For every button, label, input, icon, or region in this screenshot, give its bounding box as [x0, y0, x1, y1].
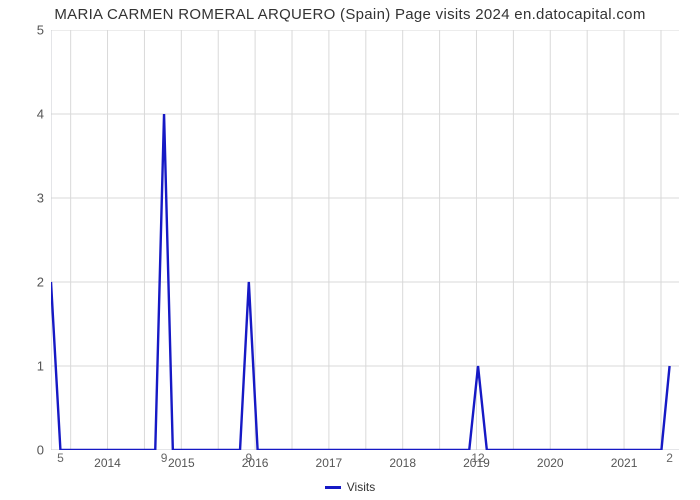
chart-title: MARIA CARMEN ROMERAL ARQUERO (Spain) Pag… — [0, 0, 700, 23]
y-tick-label: 4 — [14, 107, 44, 122]
x-tick-point-label: 12 — [471, 451, 484, 465]
x-tick-point-label: 5 — [57, 451, 64, 465]
x-tick-point-label: 2 — [666, 451, 673, 465]
gridlines — [51, 30, 679, 450]
x-tick-year-label: 2017 — [316, 456, 343, 470]
legend-label: Visits — [347, 480, 375, 494]
y-tick-label: 0 — [14, 443, 44, 458]
legend-swatch — [325, 486, 341, 489]
x-tick-year-label: 2020 — [537, 456, 564, 470]
chart-container: { "chart": { "type": "line", "title": "M… — [0, 0, 700, 500]
y-tick-label: 1 — [14, 359, 44, 374]
x-tick-year-label: 2021 — [611, 456, 638, 470]
x-tick-point-label: 9 — [161, 451, 168, 465]
y-tick-label: 5 — [14, 23, 44, 38]
plot-area — [51, 30, 679, 450]
legend: Visits — [0, 480, 700, 494]
x-tick-year-label: 2015 — [168, 456, 195, 470]
axes — [51, 30, 679, 450]
y-tick-label: 3 — [14, 191, 44, 206]
y-tick-label: 2 — [14, 275, 44, 290]
x-tick-year-label: 2014 — [94, 456, 121, 470]
x-tick-year-label: 2018 — [389, 456, 416, 470]
x-tick-point-label: 9 — [245, 451, 252, 465]
